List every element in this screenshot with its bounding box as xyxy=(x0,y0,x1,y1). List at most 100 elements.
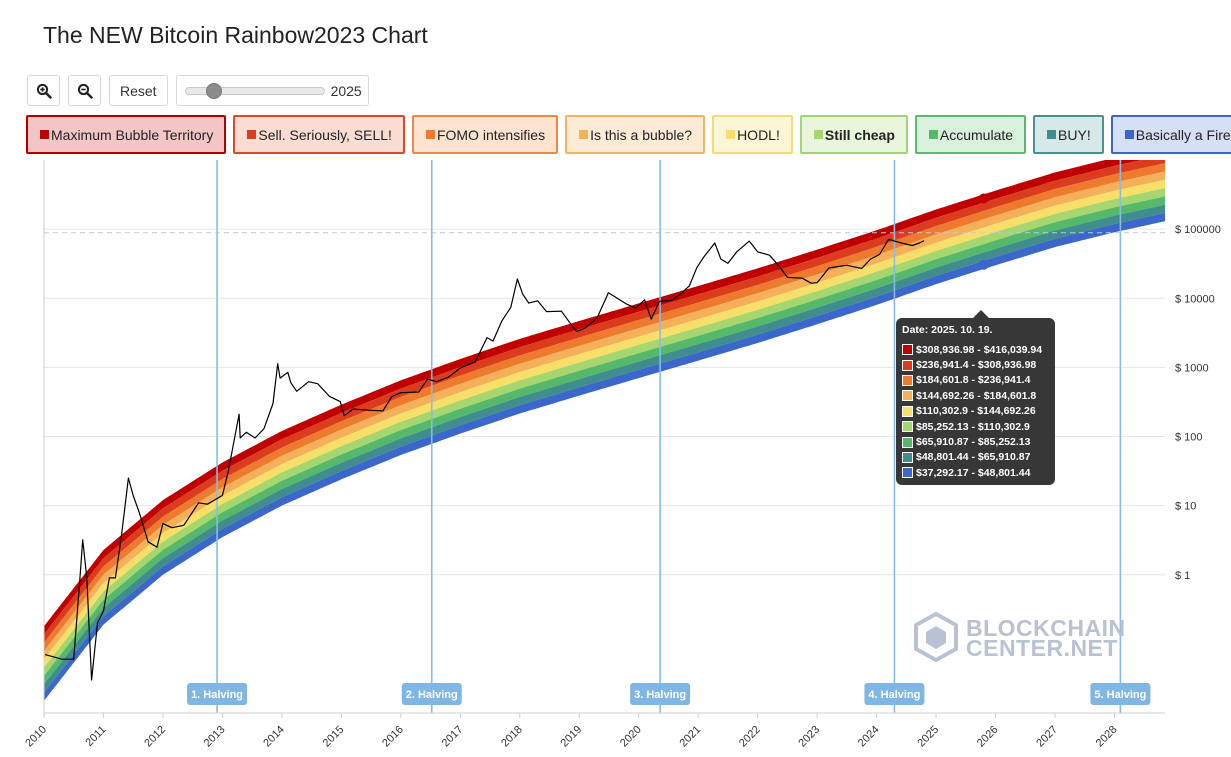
legend-label: HODL! xyxy=(737,126,780,143)
tooltip-row: $110,302.9 - $144,692.26 xyxy=(902,404,1049,419)
x-tick-label: 2013 xyxy=(202,724,228,750)
x-tick-label: 2017 xyxy=(440,724,466,750)
x-tick-label: 2025 xyxy=(915,724,941,750)
y-tick-label: $ 10000 xyxy=(1175,293,1215,305)
logo-line-2: CENTER.NET xyxy=(966,635,1118,661)
tooltip-date: Date: 2025. 10. 19. xyxy=(902,324,993,336)
legend-button-8[interactable]: Basically a Fire Sale xyxy=(1110,115,1231,154)
tooltip-swatch xyxy=(902,421,913,433)
legend-button-3[interactable]: Is this a bubble? xyxy=(565,115,706,154)
tooltip-range: $236,941.4 - $308,936.98 xyxy=(916,359,1037,372)
tooltip-range: $37,292.17 - $48,801.44 xyxy=(916,466,1031,479)
tooltip-swatch xyxy=(902,374,913,386)
y-tick-label: $ 10 xyxy=(1175,501,1196,513)
legend-button-4[interactable]: HODL! xyxy=(712,115,793,154)
legend-swatch xyxy=(247,130,257,139)
tooltip-row: $308,936.98 - $416,039.94 xyxy=(902,342,1049,357)
hover-marker xyxy=(980,212,987,219)
legend-label: FOMO intensifies xyxy=(436,126,546,143)
halving-badge xyxy=(187,683,248,705)
x-tick-label: 2021 xyxy=(677,724,703,750)
tooltip-range: $184,601.8 - $236,941.4 xyxy=(916,374,1031,387)
tooltip-row: $85,252.13 - $110,302.9 xyxy=(902,419,1049,434)
tooltip-swatch xyxy=(902,451,913,463)
legend-swatch xyxy=(40,130,49,139)
x-tick-label: 2026 xyxy=(975,724,1001,750)
hover-marker xyxy=(980,245,987,252)
zoom-in-button[interactable] xyxy=(27,75,60,106)
x-tick-label: 2019 xyxy=(559,724,585,750)
halving-badge xyxy=(401,683,462,705)
hover-marker xyxy=(980,237,987,244)
legend-swatch xyxy=(425,130,435,139)
band-legend: Maximum Bubble Territory Sell. Seriously,… xyxy=(26,115,1231,154)
legend-button-1[interactable]: Sell. Seriously, SELL! xyxy=(233,115,405,154)
x-tick-label: 2015 xyxy=(321,724,347,750)
legend-button-0[interactable]: Maximum Bubble Territory xyxy=(26,115,227,154)
tooltip-swatch xyxy=(902,467,913,479)
tooltip-swatch xyxy=(902,344,913,356)
tooltip-range: $48,801.44 - $65,910.87 xyxy=(916,451,1031,464)
x-tick-label: 2027 xyxy=(1034,724,1060,750)
tooltip-swatch xyxy=(902,405,913,417)
tooltip-row: $184,601.8 - $236,941.4 xyxy=(902,373,1049,388)
x-tick-label: 2012 xyxy=(142,724,168,750)
x-tick-label: 2016 xyxy=(380,724,406,750)
y-tick-label: $ 1000 xyxy=(1175,362,1209,374)
tooltip-row: $236,941.4 - $308,936.98 xyxy=(902,357,1049,372)
tooltip-swatch xyxy=(902,359,913,371)
x-tick-label: 2022 xyxy=(737,724,763,750)
legend-label: Still cheap xyxy=(824,126,895,143)
chart-toolbar: Reset 2025 xyxy=(27,74,369,107)
reset-button[interactable]: Reset xyxy=(109,75,168,106)
legend-button-2[interactable]: FOMO intensifies xyxy=(411,115,559,154)
tooltip-range: $308,936.98 - $416,039.94 xyxy=(916,343,1043,356)
price-line xyxy=(45,238,925,681)
hover-marker xyxy=(980,220,987,227)
x-tick-label: 2018 xyxy=(499,724,525,750)
blockchaincenter-logo: BLOCKCHAIN CENTER.NET xyxy=(914,612,1126,664)
legend-label: Maximum Bubble Territory xyxy=(51,126,214,143)
legend-label: Is this a bubble? xyxy=(590,126,693,143)
x-tick-label: 2010 xyxy=(23,724,49,750)
halving-label: 1. Halving xyxy=(191,689,243,701)
halving-badge xyxy=(1090,683,1151,705)
x-tick-label: 2023 xyxy=(796,724,822,750)
hover-marker xyxy=(980,203,987,210)
magnifier-plus-icon xyxy=(36,83,52,99)
legend-label: Basically a Fire Sale xyxy=(1135,126,1231,143)
x-tick-label: 2014 xyxy=(261,724,287,750)
tooltip-range: $110,302.9 - $144,692.26 xyxy=(916,405,1036,418)
hover-marker xyxy=(978,259,989,270)
legend-button-5[interactable]: Still cheap xyxy=(799,115,908,154)
logo-line-1: BLOCKCHAIN xyxy=(966,615,1126,641)
hover-marker xyxy=(980,228,987,235)
legend-swatch xyxy=(813,130,823,139)
tooltip-row: $144,692.26 - $184,601.8 xyxy=(902,388,1049,403)
tooltip-row: $48,801.44 - $65,910.87 xyxy=(902,450,1049,465)
legend-swatch xyxy=(579,130,589,139)
tooltip-swatch xyxy=(902,436,913,448)
zoom-slider-handle[interactable] xyxy=(205,82,222,99)
chart-tooltip: Date: 2025. 10. 19. $308,936.98 - $416,0… xyxy=(896,310,1055,485)
tooltip-rows: $308,936.98 - $416,039.94 $236,941.4 - $3… xyxy=(902,342,1049,481)
tooltip-range: $144,692.26 - $184,601.8 xyxy=(916,389,1037,402)
halving-badge xyxy=(864,683,925,705)
legend-button-7[interactable]: BUY! xyxy=(1033,115,1104,154)
halving-label: 4. Halving xyxy=(868,689,920,701)
tooltip-range: $65,910.87 - $85,252.13 xyxy=(916,436,1031,449)
y-tick-label: $ 1 xyxy=(1175,570,1190,582)
page-title: The NEW Bitcoin Rainbow2023 Chart xyxy=(43,22,428,48)
zoom-out-button[interactable] xyxy=(68,75,101,106)
zoom-slider[interactable] xyxy=(184,82,325,99)
legend-button-6[interactable]: Accumulate xyxy=(914,115,1027,154)
legend-swatch xyxy=(726,130,736,139)
legend-label: Sell. Seriously, SELL! xyxy=(258,126,392,143)
zoom-slider-group: 2025 xyxy=(175,75,369,106)
zoom-value: 2025 xyxy=(330,82,362,99)
legend-swatch xyxy=(928,130,938,139)
x-tick-label: 2020 xyxy=(618,724,644,750)
halving-label: 5. Halving xyxy=(1094,689,1146,701)
halving-badge xyxy=(630,683,691,705)
